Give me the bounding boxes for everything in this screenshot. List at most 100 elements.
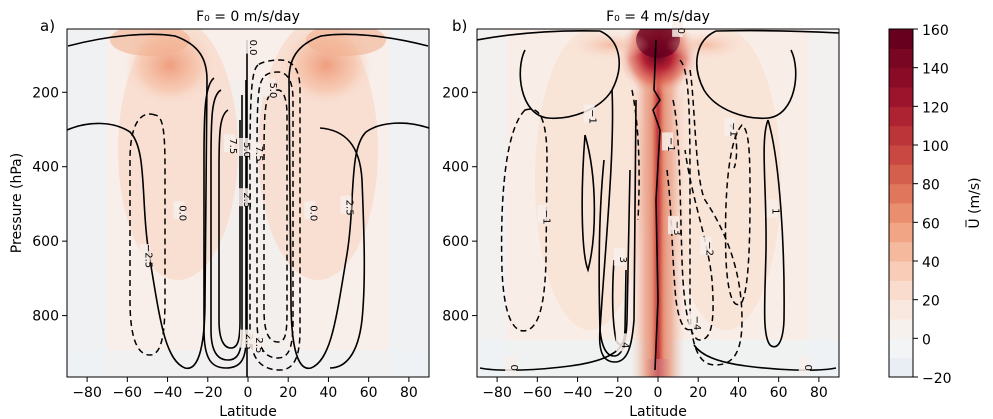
contour-label: 3 [617, 257, 628, 263]
panel-a-title: F₀ = 0 m/s/day [196, 9, 300, 25]
contour-label-bg [668, 216, 680, 235]
contour-label: −1 [665, 137, 676, 152]
panel-a-negative-contours [129, 59, 301, 371]
panel-b-title: F₀ = 4 m/s/day [606, 9, 710, 25]
colorbar-level [889, 357, 913, 378]
x-tick-label: 0 [654, 385, 663, 401]
y-tick-label: 800 [32, 309, 59, 325]
contour-label-bg [173, 201, 185, 220]
colorbar-frame [888, 28, 914, 378]
x-tick-label: 60 [360, 385, 378, 401]
contour-label-bg [505, 355, 517, 374]
contour-label: 0 [675, 28, 686, 34]
contour-label: 2.5 [344, 200, 355, 216]
colorbar-level [889, 319, 913, 339]
panel-a-xlabel: Latitude [219, 404, 277, 419]
contour-label: 0 [508, 365, 519, 371]
x-tick-label: 80 [400, 385, 418, 401]
contour-label: −1 [587, 109, 598, 124]
colorbar-tick-label: 60 [922, 216, 940, 232]
panel-b: −1−1−1 1−1−3−234−40 00 −80 −60 −40 −20 0 20 40 60… [442, 9, 840, 419]
colorbar-level [889, 164, 913, 185]
contour-label-bg [239, 329, 251, 348]
contour-label: −4 [691, 316, 702, 331]
contour-label-bg [264, 78, 276, 97]
colorbar-tick-label: 100 [922, 139, 949, 155]
colorbar-tick-label: 0 [922, 332, 931, 348]
contour-label: 7.5 [227, 138, 238, 154]
x-tick-label: 20 [689, 385, 707, 401]
x-tick-label: −40 [153, 385, 183, 401]
panel-b-negative-contours [500, 59, 751, 366]
contour-label-bg [139, 244, 151, 263]
x-tick-label: 40 [730, 385, 748, 401]
x-tick-label: 0 [244, 385, 253, 401]
contour-label: 4 [619, 342, 630, 348]
contour-label: 0 [802, 365, 813, 371]
contour-label: −3 [671, 221, 682, 236]
x-tick-label: −40 [563, 385, 593, 401]
x-tick-label: −60 [113, 385, 143, 401]
contour-label: 0.0 [177, 205, 188, 221]
contour-label: 0.0 [247, 40, 258, 56]
contour-label: 7.5 [253, 146, 264, 162]
panel-a-label: a) [40, 17, 55, 35]
y-tick-label: 400 [32, 160, 59, 176]
colorbar-level [889, 67, 913, 88]
contour-label-bg [237, 137, 249, 156]
contour-label: −1 [540, 210, 551, 225]
x-tick-label: 40 [320, 385, 338, 401]
colorbar-level [889, 338, 913, 359]
colorbar-tick-label: −20 [922, 371, 952, 387]
contour-label: 1 [770, 208, 781, 214]
panel-a-contour-labels: 0.05.07.5 5.0 7.52.50.0 0.0 2.5−2.52.5 2.5 [139, 35, 355, 353]
panel-a: 0.05.07.5 5.0 7.52.50.0 0.0 2.5−2.52.5 2.5 −8… [9, 9, 430, 419]
contour-label-bg [724, 117, 736, 136]
contour-label: −2 [703, 241, 714, 256]
colorbar-tick-label: 160 [922, 23, 949, 39]
contour-label-bg [583, 104, 595, 123]
contour-label: 2.5 [243, 334, 254, 350]
contour-label-bg [250, 333, 262, 352]
colorbar-level [889, 48, 913, 69]
y-tick-label: 400 [442, 160, 469, 176]
colorbar: −20 0 20 40 60 80 100 120 140 160 U̅ (m/s) [888, 23, 983, 387]
contour-label-bg [244, 35, 256, 54]
colorbar-level [889, 203, 913, 223]
colorbar-level [889, 125, 913, 146]
contour-label-bg [223, 134, 235, 153]
colorbar-tick-label: 40 [922, 255, 940, 271]
colorbar-ticks: −20 0 20 40 60 80 100 120 140 160 [913, 23, 952, 387]
contour-label: 5.0 [267, 82, 278, 98]
x-tick-label: −20 [603, 385, 633, 401]
x-tick-label: −20 [193, 385, 223, 401]
colorbar-level [889, 299, 913, 320]
colorbar-levels [889, 29, 913, 378]
colorbar-level [889, 222, 913, 243]
contour-label-bg [672, 18, 684, 37]
colorbar-level [889, 87, 913, 107]
colorbar-level [889, 261, 913, 281]
panel-a-ylabel: Pressure (hPa) [9, 153, 25, 253]
y-tick-label: 600 [442, 234, 469, 250]
x-tick-label: −80 [482, 385, 512, 401]
contour-label-bg [700, 236, 712, 255]
colorbar-level [889, 183, 913, 204]
contour-label: 2.5 [241, 192, 252, 208]
x-tick-label: 60 [770, 385, 788, 401]
y-tick-label: 600 [32, 234, 59, 250]
contour-label: −2.5 [142, 244, 153, 268]
colorbar-level [889, 106, 913, 127]
contour-label-bg [798, 355, 810, 374]
colorbar-level [889, 280, 913, 301]
contour-label-bg [766, 199, 778, 218]
colorbar-tick-label: 80 [922, 178, 940, 194]
contour-label: 5.0 [241, 142, 252, 158]
x-tick-label: −80 [72, 385, 102, 401]
contour-label-bg [662, 132, 674, 151]
panel-b-filled-field [477, 29, 839, 377]
colorbar-tick-label: 120 [922, 100, 949, 116]
y-tick-label: 200 [442, 85, 469, 101]
